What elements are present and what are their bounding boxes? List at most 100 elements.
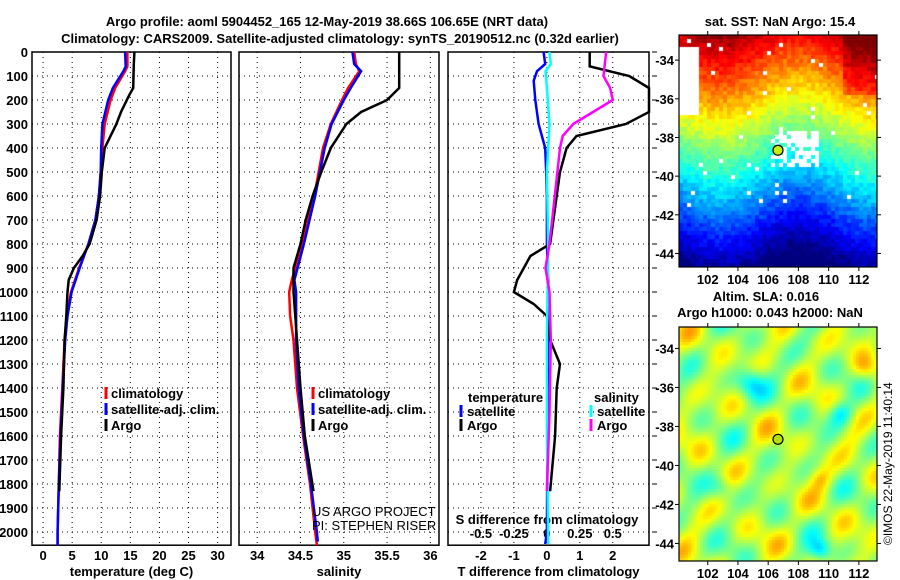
panel-salinity: 34 34.5 35 35.5 36 salinity climatologysatelli… bbox=[238, 51, 440, 579]
x-tick-label: 35.5 bbox=[374, 548, 399, 563]
legend-label: Argo bbox=[318, 418, 348, 433]
x-axis-label: temperature (deg C) bbox=[70, 564, 194, 579]
legend-label: satellite bbox=[467, 404, 515, 419]
x2-tick-label: 0.25 bbox=[567, 526, 592, 541]
map-frame bbox=[678, 34, 878, 268]
lon-tick-label: 104 bbox=[727, 566, 749, 580]
lat-tick-label: -36 bbox=[655, 92, 674, 107]
x-tick-label: 20 bbox=[152, 548, 166, 563]
y-tick-label: 600 bbox=[6, 189, 28, 204]
sla-map-title-2: Argo h1000: 0.043 h2000: NaN bbox=[677, 305, 863, 320]
series-line-argo bbox=[58, 51, 136, 492]
lat-tick-label: -34 bbox=[655, 341, 675, 356]
legend-label: climatology bbox=[318, 386, 391, 401]
series-line-climatology bbox=[287, 51, 361, 546]
lon-tick-label: 110 bbox=[818, 272, 839, 287]
lat-tick-label: -44 bbox=[655, 536, 675, 551]
y-tick-label: 100 bbox=[6, 69, 28, 84]
legend-label: Argo bbox=[597, 418, 627, 433]
lat-tick-label: -38 bbox=[655, 419, 674, 434]
y-tick-label: 700 bbox=[6, 213, 28, 228]
lat-tick-label: -44 bbox=[655, 246, 675, 261]
lat-tick-label: -34 bbox=[655, 53, 675, 68]
lat-tick-label: -42 bbox=[655, 208, 674, 223]
y-tick-label: 1400 bbox=[0, 381, 28, 396]
x-tick-label: 34 bbox=[250, 548, 265, 563]
y-tick-label: 1000 bbox=[0, 285, 28, 300]
axes-frame bbox=[238, 51, 440, 546]
legend-label: satellite-adj. clim. bbox=[111, 402, 219, 417]
x-tick-label: 34.5 bbox=[288, 548, 313, 563]
legend-label: Argo bbox=[467, 418, 497, 433]
y-tick-label: 2000 bbox=[0, 525, 28, 540]
panel-differences: -2 -1 0 1 2T difference from climatology -0.5… bbox=[447, 51, 657, 579]
y-tick-label: 400 bbox=[6, 141, 28, 156]
lat-tick-label: -38 bbox=[655, 130, 674, 145]
y-tick-label: 1100 bbox=[0, 309, 28, 324]
legend-label: climatology bbox=[111, 386, 184, 401]
legend-salinity-title: salinity bbox=[594, 390, 640, 405]
x-tick-label: 0 bbox=[543, 548, 550, 563]
lon-tick-label: 110 bbox=[818, 566, 839, 580]
map-frame bbox=[678, 326, 878, 562]
y-tick-label: 300 bbox=[6, 117, 28, 132]
x2-tick-label: -0.5 bbox=[470, 526, 492, 541]
sla-map-title-1: Altim. SLA: 0.016 bbox=[713, 289, 819, 304]
sst-map-title: sat. SST: NaN Argo: 15.4 bbox=[705, 14, 856, 29]
legend-label: satellite-adj. clim. bbox=[318, 402, 426, 417]
x2-tick-label: -0.25 bbox=[499, 526, 529, 541]
y-tick-label: 1800 bbox=[0, 477, 28, 492]
lon-tick-label: 108 bbox=[788, 566, 810, 580]
series-line-salinity-argo bbox=[544, 51, 615, 492]
legend-label: satellite bbox=[597, 404, 645, 419]
imos-credit: ©IMOS 22-May-2019 11:40:14 bbox=[881, 382, 895, 545]
lon-tick-label: 112 bbox=[848, 272, 869, 287]
y-tick-label: 1300 bbox=[0, 357, 28, 372]
lon-tick-label: 108 bbox=[788, 272, 810, 287]
y-tick-label: 1900 bbox=[0, 501, 28, 516]
x-tick-label: 10 bbox=[94, 548, 108, 563]
x-tick-label: 35 bbox=[337, 548, 351, 563]
y-tick-label: 500 bbox=[6, 165, 28, 180]
y-tick-label: 800 bbox=[6, 237, 28, 252]
lon-tick-label: 112 bbox=[848, 566, 869, 580]
lon-tick-label: 106 bbox=[757, 272, 779, 287]
y-tick-label: 1200 bbox=[0, 333, 28, 348]
y-tick-label: 200 bbox=[6, 93, 28, 108]
x-tick-label: -2 bbox=[475, 548, 487, 563]
x-tick-label: 36 bbox=[423, 548, 437, 563]
axes-frame bbox=[31, 51, 232, 546]
x-tick-label: 0 bbox=[39, 548, 46, 563]
x-tick-label: 1 bbox=[576, 548, 583, 563]
panel-temperature: 0 5 10 15 20 25 30 temperature (deg C) 0 100 200 30… bbox=[0, 45, 232, 579]
x-tick-label: 30 bbox=[210, 548, 224, 563]
series-line-satellite-adj-clim- bbox=[293, 51, 363, 542]
x-tick-label: 2 bbox=[609, 548, 616, 563]
lon-tick-label: 102 bbox=[697, 566, 719, 580]
y-tick-label: 900 bbox=[6, 261, 28, 276]
y-tick-label: 0 bbox=[21, 45, 28, 60]
lon-tick-label: 102 bbox=[697, 272, 719, 287]
lon-tick-label: 104 bbox=[727, 272, 749, 287]
lat-tick-label: -42 bbox=[655, 497, 674, 512]
x-tick-label: 5 bbox=[69, 548, 76, 563]
annotation-project: US ARGO PROJECT bbox=[312, 504, 436, 519]
x-axis-label: T difference from climatology bbox=[457, 564, 640, 579]
map-sst-axes: 102 104 106 108 110 112 -34 -36 -38 -40 -42 -44 bbox=[655, 31, 881, 287]
lon-tick-label: 106 bbox=[757, 566, 779, 580]
argo-position-marker bbox=[772, 433, 784, 445]
lat-tick-label: -40 bbox=[655, 458, 674, 473]
map-sla-axes: 102 104 106 108 110 112 -34 -36 -38 -40 -42 -44 bbox=[655, 323, 881, 580]
series-line-argo bbox=[292, 52, 401, 492]
lat-tick-label: -36 bbox=[655, 380, 674, 395]
axes-frame bbox=[447, 51, 650, 546]
y-tick-label: 1600 bbox=[0, 429, 28, 444]
x-tick-label: 25 bbox=[181, 548, 195, 563]
title-line-1: Argo profile: aoml 5904452_165 12-May-20… bbox=[106, 14, 548, 29]
x-axis-label: salinity bbox=[317, 564, 363, 579]
x-tick-label: -1 bbox=[508, 548, 520, 563]
x2-tick-label: 0.5 bbox=[604, 526, 622, 541]
legend-temperature-title: temperature bbox=[468, 390, 543, 405]
y-tick-label: 1700 bbox=[0, 453, 28, 468]
